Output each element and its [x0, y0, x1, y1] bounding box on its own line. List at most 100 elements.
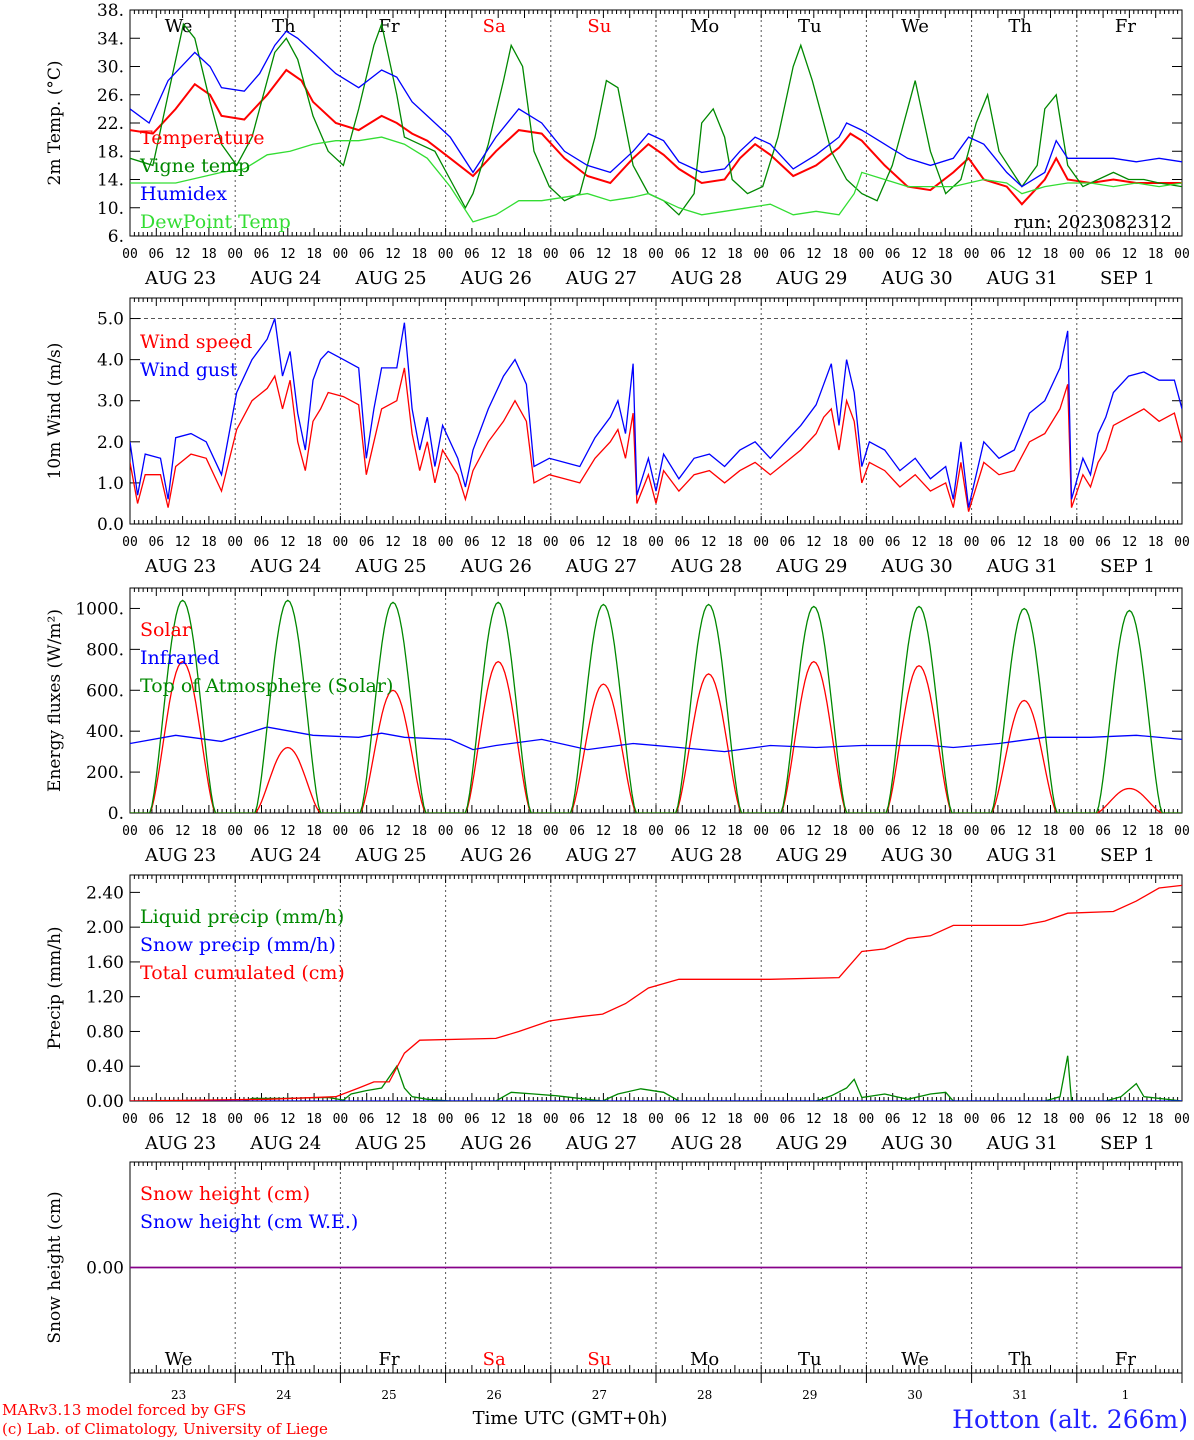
- day-of-week-label: Th: [1008, 1349, 1032, 1370]
- hour-tick-label: 12: [280, 824, 296, 839]
- hour-tick-label: 06: [780, 247, 796, 262]
- day-of-week-label: Su: [587, 16, 611, 37]
- hour-tick-label: 12: [596, 1112, 612, 1127]
- hour-tick-label: 18: [201, 535, 217, 550]
- y-tick-label: 1000.: [75, 599, 124, 619]
- hour-tick-label: 12: [385, 535, 401, 550]
- hour-tick-label: 06: [990, 824, 1006, 839]
- hour-tick-label: 00: [753, 1112, 769, 1127]
- hour-tick-label: 18: [727, 247, 743, 262]
- legend-entry: Liquid precip (mm/h): [140, 906, 344, 928]
- y-tick-label: 1.20: [86, 988, 124, 1008]
- hour-tick-label: 00: [543, 824, 559, 839]
- date-label: AUG 25: [354, 1133, 426, 1154]
- day-number-label: 1: [1122, 1388, 1130, 1402]
- day-number-label: 23: [171, 1388, 186, 1402]
- hour-tick-label: 00: [859, 535, 875, 550]
- date-label: AUG 23: [144, 556, 216, 577]
- hour-tick-label: 00: [333, 535, 349, 550]
- date-label: AUG 27: [565, 845, 637, 866]
- legend-entry: Wind speed: [140, 331, 252, 353]
- day-of-week-label: Th: [1008, 16, 1032, 37]
- hour-tick-label: 06: [674, 824, 690, 839]
- date-label: SEP 1: [1100, 845, 1155, 866]
- date-label: AUG 30: [880, 845, 952, 866]
- hour-tick-label: 00: [1069, 535, 1085, 550]
- hour-tick-label: 06: [569, 1112, 585, 1127]
- day-of-week-label: Fr: [1115, 1349, 1136, 1370]
- credit-line-1: MARv3.13 model forced by GFS: [2, 1401, 246, 1419]
- hour-tick-label: 06: [148, 535, 164, 550]
- panel-2: 0.0 1.0 2.0 3.0 4.0 5.0 10m Wind (m/s) 00 06 12 18…: [45, 297, 1190, 577]
- hour-tick-label: 18: [411, 535, 427, 550]
- hour-tick-label: 00: [438, 824, 454, 839]
- y-tick-label: 0.80: [86, 1022, 124, 1042]
- panel-5: 0.00 Snow height (cm) Snow height (cm) Snow…: [45, 1161, 1183, 1402]
- day-of-week-label: Mo: [690, 1349, 719, 1370]
- hour-tick-label: 00: [333, 247, 349, 262]
- hour-tick-label: 06: [464, 1112, 480, 1127]
- hour-tick-label: 12: [490, 247, 506, 262]
- hour-tick-label: 00: [648, 1112, 664, 1127]
- series-line: [130, 136, 1182, 223]
- legend-entry: Wind gust: [140, 359, 238, 381]
- date-label: AUG 30: [880, 556, 952, 577]
- hour-tick-label: 00: [1174, 247, 1190, 262]
- hour-tick-label: 00: [438, 247, 454, 262]
- y-tick-label: 2.00: [86, 918, 124, 938]
- hour-tick-label: 12: [385, 1112, 401, 1127]
- hour-tick-label: 00: [438, 535, 454, 550]
- y-tick-label: 400.: [86, 722, 124, 742]
- hour-tick-label: 18: [1043, 824, 1059, 839]
- hour-tick-label: 18: [832, 247, 848, 262]
- hour-tick-label: 12: [1122, 1112, 1138, 1127]
- hour-tick-label: 06: [359, 535, 375, 550]
- hour-tick-label: 06: [148, 824, 164, 839]
- hour-tick-label: 00: [227, 824, 243, 839]
- y-tick-label: 6.: [108, 227, 124, 247]
- hour-tick-label: 18: [622, 824, 638, 839]
- hour-tick-label: 00: [1069, 824, 1085, 839]
- hour-tick-label: 06: [674, 535, 690, 550]
- series-line: [130, 367, 1182, 512]
- hour-tick-label: 00: [122, 1112, 138, 1127]
- hour-tick-label: 18: [937, 824, 953, 839]
- hour-tick-label: 06: [780, 824, 796, 839]
- hour-tick-label: 06: [254, 247, 270, 262]
- hour-tick-label: 00: [227, 247, 243, 262]
- hour-tick-label: 06: [885, 535, 901, 550]
- legend-entry: Solar: [140, 619, 192, 641]
- hour-tick-label: 12: [385, 824, 401, 839]
- hour-tick-label: 00: [543, 1112, 559, 1127]
- hour-tick-label: 06: [990, 1112, 1006, 1127]
- day-of-week-label: We: [165, 1349, 193, 1370]
- series-line: [130, 599, 1182, 813]
- hour-tick-label: 12: [701, 1112, 717, 1127]
- hour-tick-label: 00: [648, 824, 664, 839]
- legend-entry: Infrared: [140, 647, 220, 669]
- date-label: SEP 1: [1100, 268, 1155, 289]
- date-label: AUG 27: [565, 1133, 637, 1154]
- hour-tick-label: 12: [806, 247, 822, 262]
- hour-tick-label: 12: [806, 824, 822, 839]
- hour-tick-label: 18: [937, 247, 953, 262]
- day-number-label: 27: [592, 1388, 607, 1402]
- date-label: AUG 27: [565, 556, 637, 577]
- hour-tick-label: 18: [1148, 1112, 1164, 1127]
- hour-tick-label: 00: [543, 247, 559, 262]
- day-number-label: 25: [381, 1388, 396, 1402]
- y-axis-label: Precip (mm/h): [45, 926, 65, 1049]
- y-tick-label: 1.0: [97, 474, 124, 494]
- hour-tick-label: 06: [254, 535, 270, 550]
- date-label: AUG 28: [670, 845, 742, 866]
- day-of-week-label: Sa: [483, 16, 506, 37]
- legend-entry: Snow precip (mm/h): [140, 934, 336, 956]
- legend-entry: Vigne temp: [139, 155, 250, 177]
- day-number-label: 30: [907, 1388, 922, 1402]
- hour-tick-label: 12: [280, 535, 296, 550]
- hour-tick-label: 12: [1122, 535, 1138, 550]
- y-tick-label: 4.0: [97, 351, 124, 371]
- hour-tick-label: 12: [911, 824, 927, 839]
- hour-tick-label: 06: [1095, 1112, 1111, 1127]
- legend-entry: Total cumulated (cm): [140, 962, 345, 984]
